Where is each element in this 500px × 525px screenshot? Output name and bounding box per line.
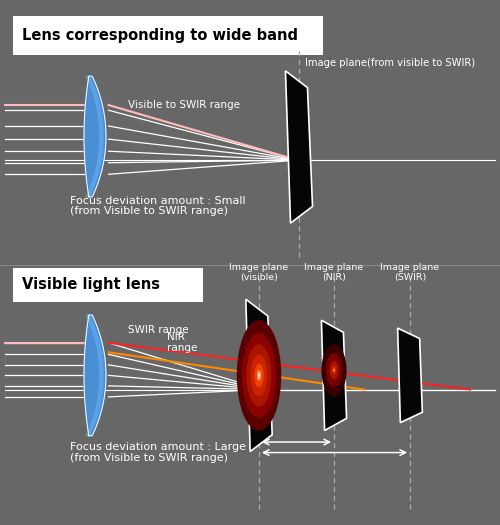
Ellipse shape <box>330 361 338 380</box>
Text: Image plane
(visible): Image plane (visible) <box>230 263 288 282</box>
Ellipse shape <box>237 320 281 430</box>
Polygon shape <box>84 76 106 197</box>
Text: NIR
range: NIR range <box>168 331 198 353</box>
Ellipse shape <box>332 366 336 374</box>
Polygon shape <box>246 299 272 452</box>
Polygon shape <box>86 315 103 436</box>
Polygon shape <box>398 328 422 423</box>
Polygon shape <box>86 76 103 197</box>
Ellipse shape <box>246 344 272 407</box>
Text: (from Visible to SWIR range): (from Visible to SWIR range) <box>70 453 228 463</box>
FancyBboxPatch shape <box>12 16 322 55</box>
Ellipse shape <box>254 364 264 387</box>
Ellipse shape <box>242 333 276 418</box>
Polygon shape <box>84 315 106 436</box>
Text: Image plane
(NIR): Image plane (NIR) <box>304 263 364 282</box>
FancyBboxPatch shape <box>12 268 202 302</box>
Ellipse shape <box>326 353 342 387</box>
Ellipse shape <box>257 370 261 381</box>
Text: Focus deviation amount : Large: Focus deviation amount : Large <box>70 442 246 453</box>
Text: SWIR range: SWIR range <box>128 324 188 335</box>
Text: (from Visible to SWIR range): (from Visible to SWIR range) <box>70 206 228 216</box>
Text: Focus deviation amount : Small: Focus deviation amount : Small <box>70 195 246 206</box>
Ellipse shape <box>250 354 268 396</box>
Text: Visible light lens: Visible light lens <box>22 277 160 292</box>
Ellipse shape <box>258 373 260 377</box>
Polygon shape <box>286 71 312 223</box>
Ellipse shape <box>322 344 346 396</box>
Text: Lens corresponding to wide band: Lens corresponding to wide band <box>22 28 298 43</box>
Text: Image plane
(SWIR): Image plane (SWIR) <box>380 263 440 282</box>
Text: Image plane(from visible to SWIR): Image plane(from visible to SWIR) <box>305 58 475 68</box>
Text: Visible to SWIR range: Visible to SWIR range <box>128 100 240 110</box>
Polygon shape <box>322 320 346 430</box>
